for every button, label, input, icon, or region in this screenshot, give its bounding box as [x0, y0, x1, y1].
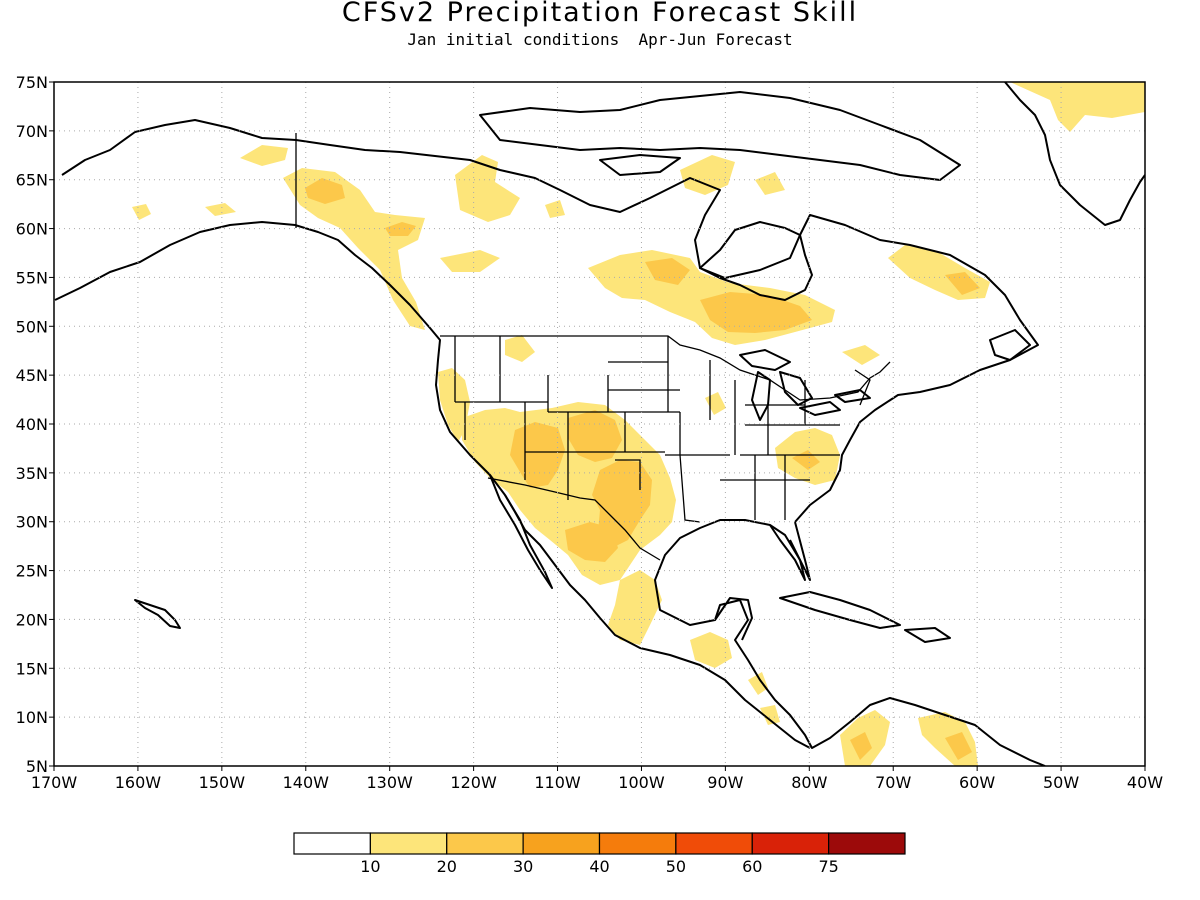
lat-tick-label: 50N	[16, 317, 48, 336]
political-borders	[295, 133, 891, 561]
skill-area-venezuela-core	[945, 732, 972, 760]
skill-area-bc-core	[385, 222, 416, 236]
lat-tick-label: 65N	[16, 171, 48, 190]
skill-area-colorado-core	[568, 410, 622, 462]
lat-tick-label: 20N	[16, 610, 48, 629]
skill-area-nunavut3	[545, 200, 565, 218]
skill-area-yukon-core	[305, 178, 345, 204]
lat-tick-label: 55N	[16, 268, 48, 287]
lon-tick-label: 40W	[1127, 773, 1163, 792]
skill-area-nwt2	[440, 250, 500, 272]
lon-tick-label: 110W	[534, 773, 581, 792]
colorbar-swatch	[598, 832, 677, 855]
lon-tick-label: 130W	[367, 773, 414, 792]
lon-tick-label: 70W	[875, 773, 911, 792]
colorbar: 10 20 30 40 50 60 75	[293, 832, 906, 876]
colorbar-swatch	[522, 832, 601, 855]
lon-tick-label: 150W	[199, 773, 246, 792]
lon-tick-label: 170W	[31, 773, 78, 792]
lon-tick-label: 90W	[707, 773, 743, 792]
lon-tick-label: 140W	[283, 773, 330, 792]
lat-tick-label: 10N	[16, 708, 48, 727]
lat-tick-label: 60N	[16, 220, 48, 239]
lat-tick-label: 45N	[16, 366, 48, 385]
colorbar-swatch	[828, 832, 906, 855]
skill-area-mexico-s	[690, 632, 732, 668]
colorbar-swatch	[751, 832, 830, 855]
colorbar-label: 10	[360, 857, 380, 876]
lat-tick-label: 40N	[16, 415, 48, 434]
skill-area-manitoba-core	[645, 258, 690, 285]
skill-area-greenland	[1010, 82, 1145, 132]
skill-area-central-am2	[760, 705, 780, 725]
skill-area-alaska-nw	[240, 145, 288, 166]
colorbar-label: 75	[818, 857, 838, 876]
lat-tick-label: 70N	[16, 122, 48, 141]
skill-area-yukon	[283, 168, 425, 330]
skill-area-utah-core	[510, 422, 565, 488]
lat-tick-label: 5N	[26, 757, 48, 776]
lon-tick-label: 60W	[959, 773, 995, 792]
skill-area-pnw	[505, 335, 535, 362]
colorbar-label: 60	[742, 857, 762, 876]
lat-tick-label: 75N	[16, 73, 48, 92]
lon-tick-label: 100W	[618, 773, 665, 792]
colorbar-label: 20	[437, 857, 457, 876]
colorbar-label: 50	[666, 857, 686, 876]
gridlines	[54, 82, 1145, 766]
skill-area-mexico-core	[565, 522, 618, 562]
lon-tick-label: 50W	[1043, 773, 1079, 792]
skill-area-quebec-s	[842, 345, 880, 365]
colorbar-swatch	[446, 832, 524, 855]
lon-tick-label: 80W	[791, 773, 827, 792]
skill-area-ontario-core	[700, 292, 812, 333]
coastline	[54, 82, 1145, 766]
lon-tick-label: 120W	[450, 773, 497, 792]
lat-tick-label: 15N	[16, 659, 48, 678]
skill-area-alaska-s	[205, 203, 236, 216]
chart-title: CFSv2 Precipitation Forecast Skill	[342, 0, 858, 28]
longitude-axis: 170W 160W 150W 140W 130W 120W 110W 100W 90W 80W 70…	[31, 766, 1163, 792]
skill-area-alaska-sw	[132, 204, 151, 220]
lat-tick-label: 25N	[16, 562, 48, 581]
skill-area-colombia-core	[850, 732, 872, 760]
lat-tick-label: 35N	[16, 464, 48, 483]
skill-area-labrador-core	[945, 272, 980, 295]
skill-area-nunavut2	[755, 172, 785, 195]
skill-area-nunavut	[680, 155, 735, 195]
skill-area-nwt	[455, 155, 520, 222]
colorbar-label: 30	[513, 857, 533, 876]
skill-area-texas-core	[592, 460, 652, 548]
colorbar-label: 40	[589, 857, 609, 876]
skill-area-mexico-c	[608, 570, 662, 645]
colorbar-swatch	[293, 832, 371, 855]
colorbar-swatch	[369, 832, 448, 855]
colorbar-swatch	[675, 832, 753, 855]
latitude-axis: 75N 70N 65N 60N 55N 50N 45N 40N 35N 30N 25N 20N 15N 1…	[16, 73, 54, 776]
skill-area-central-am	[748, 672, 768, 695]
lon-tick-label: 160W	[115, 773, 162, 792]
skill-area-wisconsin	[705, 392, 726, 415]
lat-tick-label: 30N	[16, 513, 48, 532]
skill-shading	[132, 82, 1145, 766]
chart-subtitle: Jan initial conditions Apr-Jun Forecast	[407, 30, 792, 49]
